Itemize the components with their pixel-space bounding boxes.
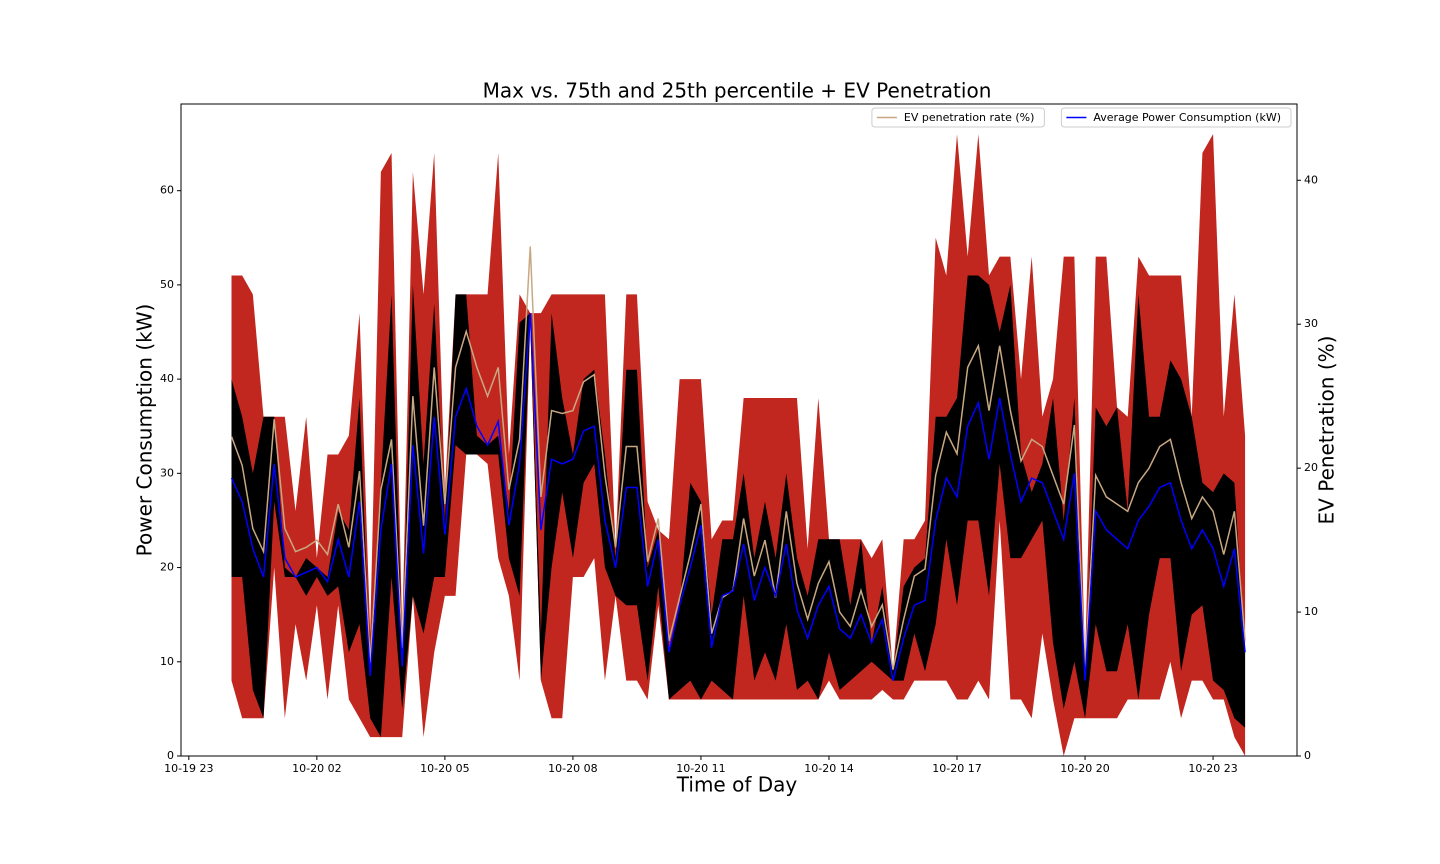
x-tick-label: 10-20 02 [292, 762, 341, 775]
legend-label: EV penetration rate (%) [904, 111, 1034, 124]
y-tick-label: 40 [160, 372, 174, 385]
y-tick-label: 10 [160, 655, 174, 668]
chart-title: Max vs. 75th and 25th percentile + EV Pe… [483, 79, 992, 103]
y-tick-label: 0 [167, 749, 174, 762]
x-tick-label: 10-20 17 [932, 762, 981, 775]
y2-tick-label: 40 [1304, 173, 1318, 186]
x-tick-label: 10-20 14 [804, 762, 853, 775]
line [230, 246, 1246, 670]
y-tick-label: 30 [160, 466, 174, 479]
x-tick-label: 10-20 11 [676, 762, 725, 775]
x-tick-label: 10-20 08 [548, 762, 597, 775]
x-axis-label: Time of Day [676, 773, 798, 797]
x-tick-label: 10-20 20 [1060, 762, 1109, 775]
x-tick-label: 10-19 23 [164, 762, 213, 775]
y2-axis-label: EV Penetration (%) [1315, 336, 1339, 525]
y2-tick-label: 0 [1304, 749, 1311, 762]
band-area [231, 134, 1246, 757]
x-tick-label: 10-20 05 [420, 762, 469, 775]
legend: Average Power Consumption (kW) [1060, 107, 1292, 128]
y2-tick-label: 20 [1304, 461, 1318, 474]
y-tick-label: 50 [160, 278, 174, 291]
y-tick-label: 60 [160, 184, 174, 197]
legend-label: Average Power Consumption (kW) [1093, 111, 1281, 124]
legend-box [871, 107, 1045, 128]
y2-tick-label: 10 [1304, 605, 1318, 618]
legend: EV penetration rate (%) [871, 107, 1045, 128]
legend-box [1060, 107, 1292, 128]
line [230, 313, 1246, 681]
y-tick-label: 20 [160, 561, 174, 574]
y-axis-label: Power Consumption (kW) [133, 304, 157, 557]
y2-tick-label: 30 [1304, 317, 1318, 330]
x-tick-label: 10-20 23 [1188, 762, 1237, 775]
plot-frame [180, 103, 1298, 757]
